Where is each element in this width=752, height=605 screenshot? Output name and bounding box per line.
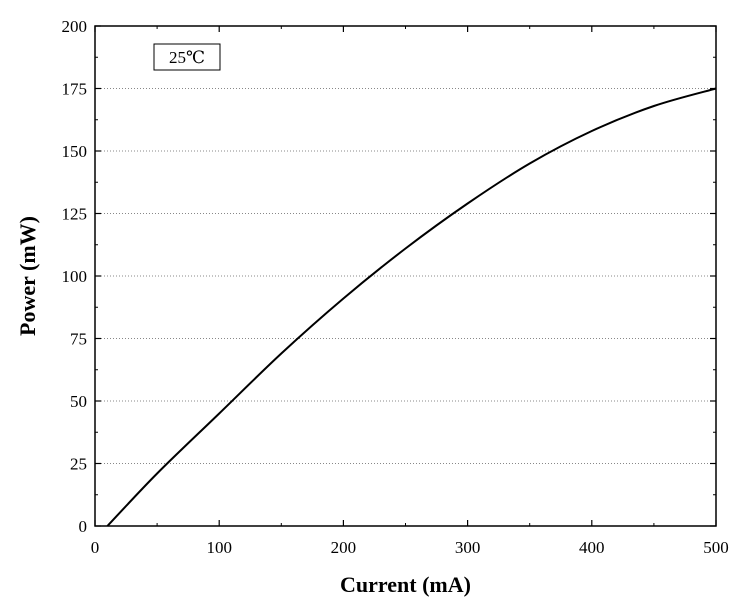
annotation-text: 25℃	[169, 48, 205, 67]
y-tick-label: 100	[62, 267, 88, 286]
annotation-box	[153, 43, 221, 71]
series-line	[106, 87, 717, 527]
y-tick-label: 25	[70, 455, 87, 474]
plot-frame	[94, 25, 717, 527]
x-axis-title: Current (mA)	[340, 572, 471, 597]
y-axis-title: Power (mW)	[15, 216, 40, 336]
y-tick-label: 75	[70, 330, 87, 349]
tick-labels: 0 25 50 75 100 125 150 175 200 0 100 200 300 400 500	[62, 17, 729, 557]
x-tick-label: 300	[455, 538, 481, 557]
x-tick-label: 0	[91, 538, 100, 557]
temperature-annotation: 25℃	[153, 43, 221, 71]
x-tick-label: 400	[579, 538, 605, 557]
y-tick-label: 50	[70, 392, 87, 411]
gridlines	[95, 88, 716, 464]
x-tick-label: 200	[331, 538, 357, 557]
x-tick-label: 500	[703, 538, 729, 557]
y-tick-label: 150	[62, 142, 88, 161]
y-tick-label: 200	[62, 17, 88, 36]
series-layer	[106, 87, 717, 527]
y-tick-label: 125	[62, 205, 88, 224]
y-tick-label: 175	[62, 80, 88, 99]
y-tick-label: 0	[79, 517, 88, 536]
x-tick-label: 100	[206, 538, 232, 557]
